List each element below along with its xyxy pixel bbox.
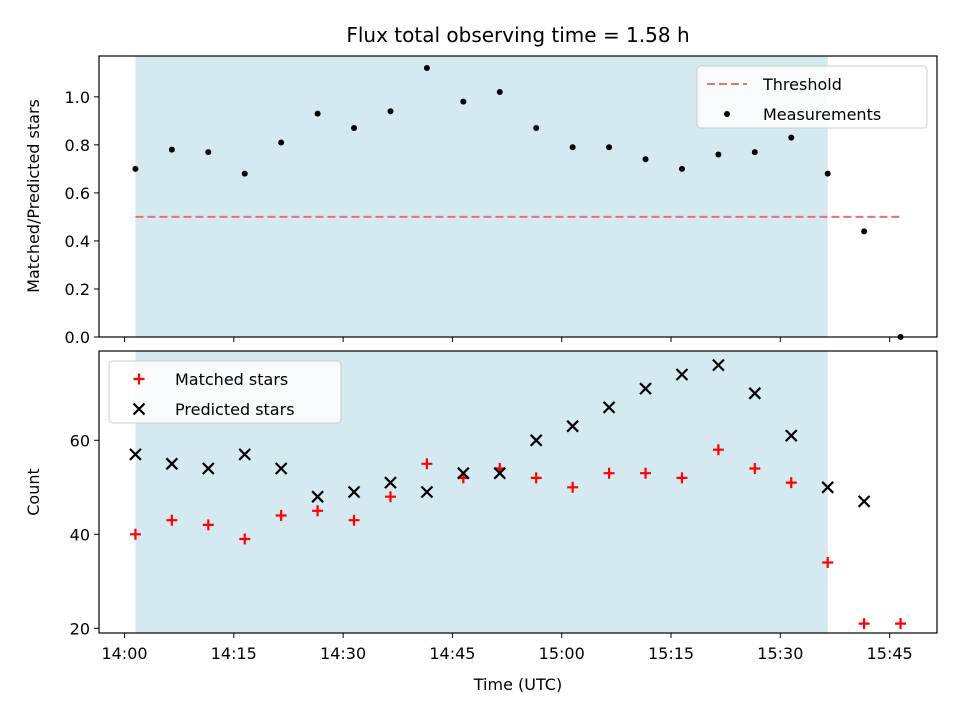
predicted-stars-point [129, 448, 142, 461]
measurements-point [387, 108, 394, 115]
bottom-axes-frame [98, 350, 938, 634]
bottom-y-tick-label: 20 [70, 619, 90, 638]
top-legend: Threshold Measurements [696, 65, 928, 129]
x-tick-label: 14:30 [320, 644, 366, 663]
matched-stars-point [421, 458, 433, 470]
bottom-legend-box [108, 360, 342, 424]
measurements-point [715, 151, 722, 158]
x-tick-label: 15:15 [648, 644, 694, 663]
matched-stars-point [749, 463, 761, 474]
predicted-stars-point [529, 434, 543, 447]
x-tick-label: 14:15 [211, 644, 257, 663]
predicted-stars-point [238, 448, 252, 461]
matched-stars-point [640, 467, 652, 479]
predicted-stars-point [202, 462, 215, 475]
predicted-stars-legend-swatch [132, 402, 146, 416]
top-y-tick-label: 0.0 [65, 328, 90, 347]
bottom-y-tick-label: 60 [70, 431, 90, 450]
predicted-stars-legend-label: Predicted stars [175, 400, 295, 419]
measurements-point [569, 144, 576, 151]
measurements-point [314, 110, 321, 117]
predicted-stars-point [420, 485, 434, 499]
matched-stars-point [312, 505, 324, 517]
measurements-point [205, 149, 212, 156]
measurements-point [642, 156, 649, 163]
matched-stars-point [676, 472, 688, 484]
matched-stars-legend-swatch [133, 373, 145, 385]
measurements-point [824, 170, 831, 177]
measurements-point [241, 170, 248, 177]
predicted-stars-point [566, 419, 579, 433]
matched-stars-legend-label: Matched stars [175, 370, 288, 389]
threshold-legend-label: Threshold [762, 75, 842, 94]
x-tick-label: 14:45 [429, 644, 475, 663]
predicted-stars-point [857, 495, 871, 508]
predicted-stars-point [748, 387, 762, 400]
matched-stars-point [712, 444, 724, 456]
measurements-point [751, 149, 758, 156]
predicted-stars-point [457, 466, 470, 480]
measurements-point [606, 144, 613, 151]
predicted-stars-point [311, 490, 324, 503]
measurements-point [423, 65, 430, 72]
matched-stars-point [530, 472, 542, 484]
top-y-axis-label: Matched/Predicted stars [24, 99, 43, 293]
top-y-tick-label: 0.6 [65, 184, 90, 203]
matched-stars-point [239, 533, 251, 545]
predicted-stars-point [493, 466, 507, 480]
measurements-point [278, 139, 285, 146]
bottom-panel: 20 40 60 14:00 14:15 14:30 14:45 15:00 15:15 15:3… [70, 350, 938, 663]
chart-title: Flux total observing time = 1.58 h [346, 23, 689, 47]
predicted-stars-point [165, 457, 179, 471]
predicted-stars-point [384, 476, 397, 489]
top-y-tick-label: 1.0 [65, 88, 90, 107]
x-tick-label: 15:30 [757, 644, 803, 663]
top-axes-frame [98, 55, 938, 338]
predicted-stars-point [821, 481, 834, 494]
top-legend-box [696, 65, 928, 129]
matched-stars-point [384, 491, 396, 503]
x-tick-label: 15:45 [867, 644, 913, 663]
predicted-stars-point [675, 368, 689, 381]
matched-stars-point [785, 477, 797, 489]
top-y-tick-label: 0.4 [65, 232, 90, 251]
matched-stars-point [129, 528, 141, 540]
predicted-stars-point [602, 401, 616, 414]
measurements-point [496, 89, 503, 96]
predicted-stars-point [347, 485, 361, 499]
x-axis-label: Time (UTC) [473, 675, 562, 694]
matched-stars-point [603, 467, 615, 479]
x-tick-label: 14:00 [101, 644, 147, 663]
measurements-point [460, 98, 467, 105]
measurements-legend-swatch [724, 111, 730, 117]
top-y-tick-label: 0.2 [65, 280, 90, 299]
measurements-point [533, 125, 540, 132]
bottom-y-axis-label: Count [24, 468, 43, 516]
bottom-legend: Matched stars Predicted stars [108, 360, 342, 424]
measurements-point [788, 134, 795, 141]
top-y-tick-label: 0.8 [65, 136, 90, 155]
measurements-legend-label: Measurements [763, 105, 881, 124]
predicted-stars-point [274, 462, 288, 475]
top-panel: 0.0 0.2 0.4 0.6 0.8 1.0 Threshold Measurements [65, 55, 938, 347]
matched-stars-point [166, 514, 178, 526]
measurements-point [132, 165, 139, 172]
matched-stars-point [275, 510, 287, 521]
x-tick-label: 15:00 [539, 644, 585, 663]
matched-stars-point [858, 618, 870, 630]
matched-stars-point [202, 519, 214, 531]
matched-stars-point [567, 481, 579, 493]
predicted-stars-point [784, 429, 798, 442]
measurements-point [861, 228, 868, 235]
predicted-stars-point [712, 358, 725, 372]
measurements-point [168, 146, 175, 153]
predicted-stars-point [639, 382, 652, 395]
matched-stars-point [895, 618, 907, 630]
measurements-point [351, 125, 358, 132]
bottom-y-tick-label: 40 [70, 525, 90, 544]
measurements-point [678, 165, 685, 172]
matched-stars-point [348, 514, 360, 526]
matched-stars-point [822, 557, 834, 568]
